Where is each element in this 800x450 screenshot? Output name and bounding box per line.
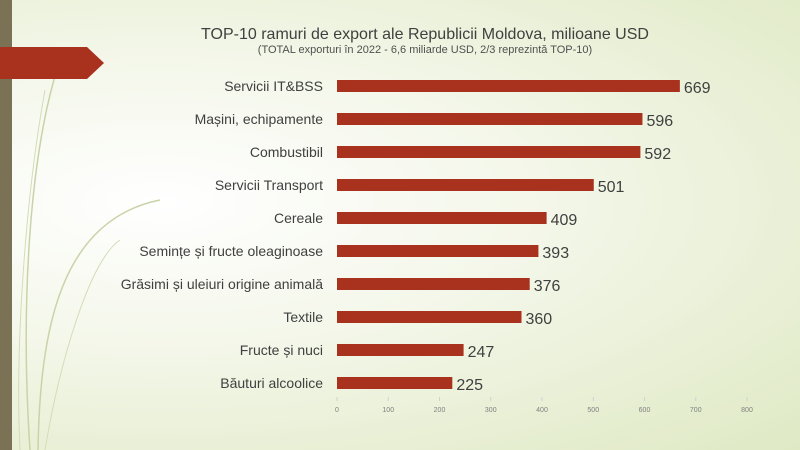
chart-title: TOP-10 ramuri de export ale Republicii M…	[201, 26, 649, 43]
data-label: 596	[646, 113, 673, 130]
bar	[337, 212, 547, 224]
category-label: Semințe și fructe oleaginoase	[139, 243, 323, 259]
bar	[337, 245, 539, 257]
left-decor-strip	[0, 0, 12, 450]
bar	[337, 179, 594, 191]
chart-subtitle: (TOTAL exporturi în 2022 - 6,6 miliarde …	[257, 44, 593, 56]
data-label: 409	[551, 212, 578, 229]
x-tick-label: 400	[536, 407, 548, 414]
category-label: Servicii Transport	[215, 177, 323, 193]
category-label: Servicii IT&BSS	[224, 78, 323, 94]
category-label: Mașini, echipamente	[195, 111, 324, 127]
data-label: 247	[468, 344, 495, 361]
category-label: Fructe și nuci	[240, 342, 323, 358]
x-tick-label: 600	[639, 407, 651, 414]
bar	[337, 146, 641, 158]
category-label: Combustibil	[250, 144, 323, 160]
x-tick-label: 0	[335, 407, 339, 414]
data-label: 376	[534, 278, 561, 295]
bar	[337, 377, 453, 389]
x-tick-label: 100	[382, 407, 394, 414]
x-tick-label: 300	[485, 407, 497, 414]
category-label: Băuturi alcoolice	[220, 375, 323, 391]
category-label: Cereale	[274, 210, 323, 226]
x-tick-label: 200	[434, 407, 446, 414]
data-label: 501	[598, 179, 625, 196]
bar	[337, 113, 643, 125]
bar	[337, 344, 464, 356]
bar	[337, 80, 680, 92]
data-label: 225	[456, 377, 483, 394]
bar	[337, 278, 530, 290]
data-label: 669	[684, 80, 711, 97]
x-tick-label: 800	[741, 407, 753, 414]
category-label: Grăsimi și uleiuri origine animală	[121, 276, 324, 292]
data-label: 592	[644, 146, 671, 163]
category-label: Textile	[283, 309, 323, 325]
x-tick-label: 700	[690, 407, 702, 414]
data-label: 360	[526, 311, 553, 328]
bar	[337, 311, 522, 323]
data-label: 393	[542, 245, 569, 262]
x-tick-label: 500	[587, 407, 599, 414]
title-banner-arrow	[0, 47, 104, 79]
